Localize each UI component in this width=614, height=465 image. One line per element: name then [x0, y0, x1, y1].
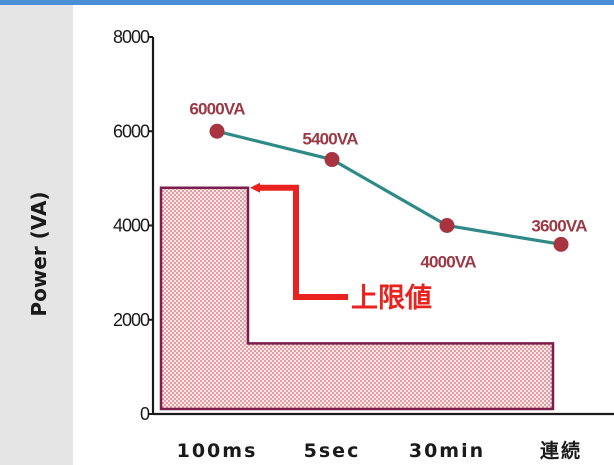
- y-tick-label: 8000: [113, 27, 150, 47]
- data-point: [553, 236, 569, 252]
- series-line: [216, 129, 562, 246]
- top-accent-bar: [0, 0, 614, 5]
- x-category-label: 30min: [409, 440, 485, 462]
- y-tick-label: 2000: [113, 310, 150, 330]
- limit-annotation: 上限値: [250, 182, 432, 314]
- x-category-label: 連続: [540, 439, 582, 462]
- y-tick-label: 4000: [113, 216, 150, 236]
- data-point: [324, 152, 340, 168]
- limit-region-shape: [159, 186, 555, 411]
- y-axis-label: Power (VA): [27, 191, 51, 316]
- data-label: 6000VA: [189, 99, 245, 118]
- limit-arrow: [250, 182, 348, 300]
- limit-region: [159, 186, 555, 411]
- data-label: 3600VA: [531, 216, 587, 235]
- data-point: [209, 123, 225, 139]
- ylabel-band: [0, 5, 73, 465]
- y-tick-label: 6000: [113, 121, 150, 141]
- series: 6000VA 5400VA 4000VA 3600VA: [189, 99, 588, 272]
- data-label: 4000VA: [420, 253, 476, 272]
- x-category-label: 5sec: [304, 440, 361, 462]
- x-categories: 100ms 5sec 30min 連続: [177, 439, 582, 462]
- y-ticks: 0 2000 4000 6000 8000: [113, 27, 153, 424]
- y-tick-label: 0: [140, 404, 150, 424]
- limit-annotation-text: 上限値: [351, 283, 432, 314]
- x-category-label: 100ms: [177, 440, 258, 462]
- data-label: 5400VA: [302, 130, 358, 149]
- data-point: [439, 218, 455, 233]
